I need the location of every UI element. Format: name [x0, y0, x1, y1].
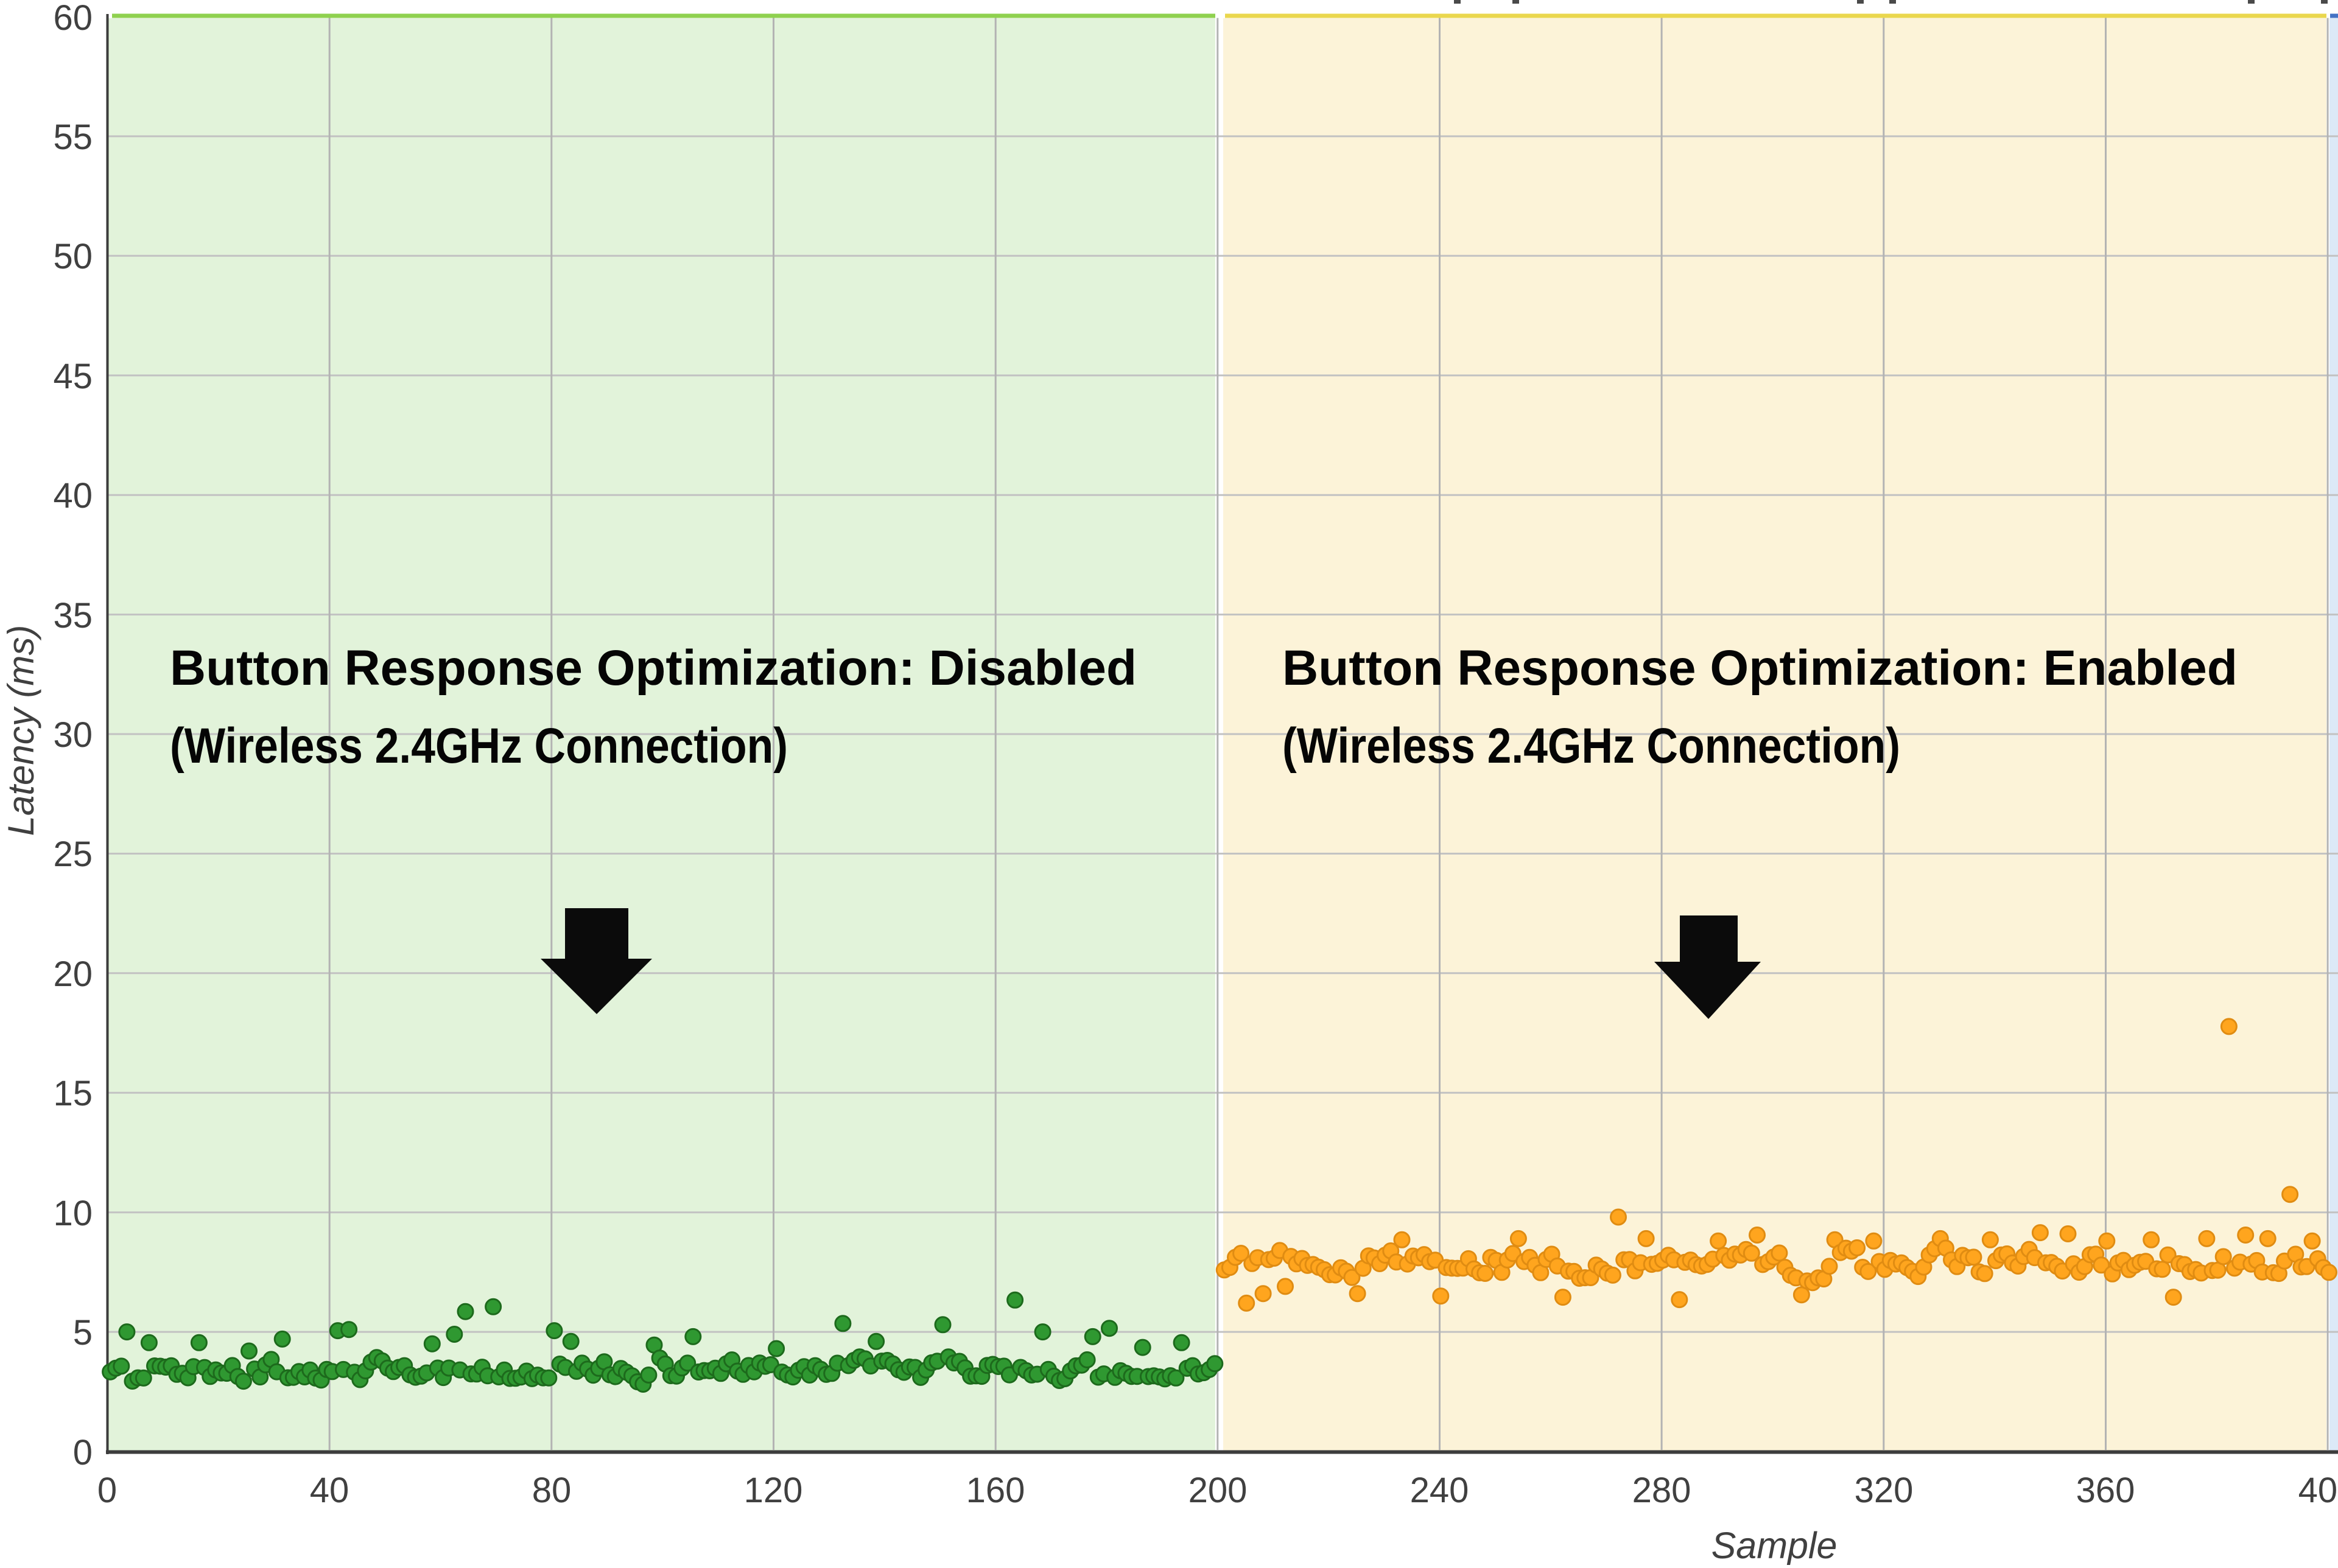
svg-text:55: 55: [53, 117, 93, 157]
svg-text:160: 160: [966, 1471, 1025, 1510]
svg-text:200: 200: [1188, 1471, 1248, 1510]
svg-text:0: 0: [73, 1433, 93, 1472]
svg-text:40: 40: [53, 476, 93, 516]
svg-text:400: 400: [2298, 1471, 2338, 1510]
svg-text:0: 0: [97, 1471, 117, 1510]
svg-text:Button Response Optimization:: Button Response Optimization: Enabled: [1282, 640, 2238, 696]
svg-text:360: 360: [2076, 1471, 2135, 1510]
svg-text:120: 120: [744, 1471, 803, 1510]
svg-text:15: 15: [53, 1074, 93, 1113]
svg-text:50: 50: [53, 237, 93, 276]
svg-text:45: 45: [53, 357, 93, 396]
svg-text:10: 10: [53, 1194, 93, 1233]
svg-text:40: 40: [310, 1471, 349, 1510]
svg-text:Sample: Sample: [1711, 1525, 1838, 1565]
svg-text:(Wireless 2.4GHz Connection): (Wireless 2.4GHz Connection): [170, 718, 788, 774]
svg-text:60: 60: [53, 0, 93, 38]
svg-text:280: 280: [1632, 1471, 1691, 1510]
svg-text:5: 5: [73, 1313, 93, 1353]
svg-text:25: 25: [53, 835, 93, 874]
svg-text:80: 80: [532, 1471, 572, 1510]
svg-text:240: 240: [1410, 1471, 1469, 1510]
svg-text:35: 35: [53, 596, 93, 635]
svg-text:20: 20: [53, 954, 93, 994]
svg-text:320: 320: [1855, 1471, 1914, 1510]
svg-text:Button Response Optimization:: Button Response Optimization: Disabled: [170, 640, 1137, 696]
svg-text:(Wireless 2.4GHz Connection): (Wireless 2.4GHz Connection): [1282, 718, 1900, 774]
svg-text:Latency (ms): Latency (ms): [1, 625, 41, 836]
svg-text:30: 30: [53, 715, 93, 755]
